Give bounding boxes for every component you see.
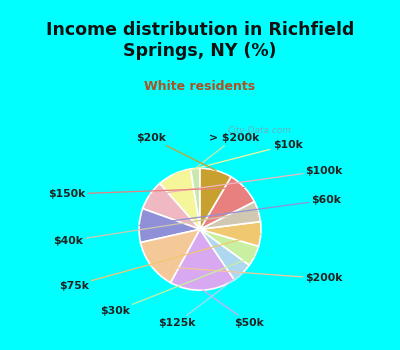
Text: $60k: $60k	[139, 195, 341, 225]
Text: $10k: $10k	[174, 140, 302, 174]
Text: > $200k: > $200k	[195, 133, 260, 168]
Text: $75k: $75k	[59, 234, 261, 290]
Text: $200k: $200k	[151, 266, 343, 284]
Text: $150k: $150k	[48, 188, 244, 199]
Wedge shape	[143, 183, 200, 229]
Text: Income distribution in Richfield
Springs, NY (%): Income distribution in Richfield Springs…	[46, 21, 354, 60]
Wedge shape	[190, 168, 200, 229]
Wedge shape	[200, 168, 231, 229]
Text: $30k: $30k	[100, 256, 255, 316]
Wedge shape	[200, 222, 261, 246]
Wedge shape	[200, 177, 254, 229]
Text: $20k: $20k	[136, 133, 216, 170]
Text: $40k: $40k	[53, 211, 258, 246]
Text: White residents: White residents	[144, 79, 256, 93]
Wedge shape	[171, 229, 234, 290]
Text: City-Data.com: City-Data.com	[227, 126, 291, 135]
Wedge shape	[200, 229, 249, 280]
Text: $50k: $50k	[203, 290, 264, 328]
Wedge shape	[200, 202, 260, 229]
Wedge shape	[140, 229, 200, 283]
Text: $100k: $100k	[150, 166, 343, 195]
Wedge shape	[139, 209, 200, 243]
Wedge shape	[200, 229, 258, 265]
Wedge shape	[160, 169, 200, 229]
Text: $125k: $125k	[158, 273, 242, 328]
